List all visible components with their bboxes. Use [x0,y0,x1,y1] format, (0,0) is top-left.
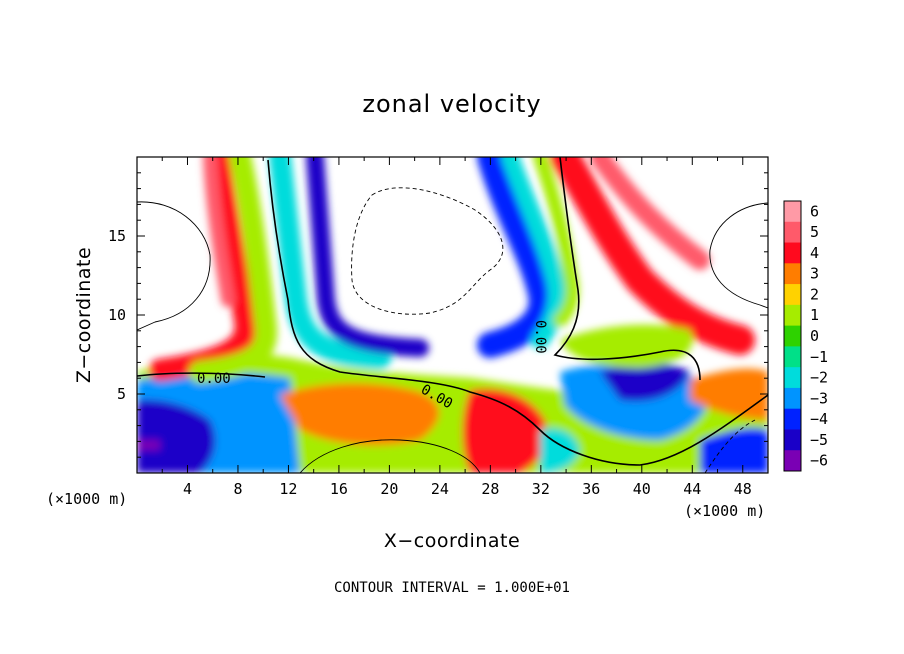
x-tick-label: 44 [683,480,701,498]
colorbar-label: 0 [810,327,819,345]
colorbar-frame [783,200,802,472]
contour-lower-mid-positive [299,439,481,473]
contour-left-positive [137,201,211,331]
colorbar-swatch [784,304,801,327]
x-tick-label: 24 [431,480,449,498]
field-lower-left-deep-cold [137,399,216,473]
x-tick-label: 20 [380,480,398,498]
contour-interval-note: CONTOUR INTERVAL = 1.000E+01 [334,580,570,596]
velocity-field-layers [137,157,768,473]
y-tick-label: 15 [108,227,126,245]
contour-label-1: 0.00 [197,371,231,387]
colorbar-swatch [784,284,801,306]
field-left-jet-cyan [269,157,391,369]
field-left-jet-edge [203,157,235,307]
field-lower-right-deep-cold [600,363,690,402]
colorbar-label: 6 [810,202,819,220]
colorbar-label: 1 [810,306,819,324]
colorbar-swatch [784,263,801,285]
x-unit-left: (×1000 m) [46,490,127,508]
colorbar-label: −6 [810,452,828,470]
x-tick-label: 36 [582,480,600,498]
colorbar-swatch [784,387,801,410]
field-lower-left-purple [137,440,160,450]
colorbar-swatch [784,242,801,264]
x-tick-label: 48 [734,480,752,498]
contour-lines [137,157,768,473]
contour-upper-negative [351,187,504,315]
field-right-mid-neutral [560,324,693,368]
field-right-jet-pink [590,157,710,270]
x-axis-label: X−coordinate [384,530,520,552]
field-right-jet-hot [550,157,755,355]
contour-zero-main [267,159,768,466]
colorbar-label: −3 [810,389,828,407]
colorbar-label: −2 [810,369,828,387]
field-lower-mid-warm [280,383,439,446]
colorbar-label: 3 [810,265,819,283]
x-axis: 4 8 12 16 20 24 28 32 36 40 44 48 [161,157,752,498]
y-tick-label: 5 [117,385,126,403]
colorbar-label: −1 [810,348,828,366]
field-left-jet-neutral [189,157,278,383]
x-tick-label: 28 [481,480,499,498]
colorbar-swatch [784,325,801,347]
field-left-jet-deep-cold [306,157,429,357]
field-center-jet-neutral [533,157,579,327]
colorbar-swatch [784,429,801,451]
x-unit-right: (×1000 m) [684,502,765,520]
colorbar: 6 5 4 3 2 1 0 −1 −2 −3 −4 −5 −6 [783,200,828,472]
x-tick-label: 40 [633,480,651,498]
contour-zero-left [137,372,266,378]
contour-lower-right-negative [704,419,756,473]
colorbar-swatch [784,367,801,389]
y-tick-label: 10 [108,306,126,324]
colorbar-swatch [784,408,801,430]
field-lower-mid-hot [462,388,547,473]
x-tick-label: 4 [183,480,192,498]
x-tick-label: 12 [279,480,297,498]
colorbar-label: −5 [810,431,828,449]
velocity-field [137,157,768,473]
contour-zero-right [553,157,701,381]
colorbar-swatch [784,201,801,223]
colorbar-swatch [784,346,801,368]
field-right-warm [690,368,768,420]
colorbar-label: 2 [810,285,819,303]
field-center-jet-cyan [501,157,566,349]
contour-right-positive [709,202,768,309]
colorbar-label: −4 [810,410,828,428]
x-tick-label: 8 [233,480,242,498]
x-tick-label: 32 [532,480,550,498]
colorbar-swatch [784,221,801,244]
field-center-jet-cold [477,157,555,358]
colorbar-label: 5 [810,223,819,241]
y-axis: 5 10 15 [108,172,768,458]
colorbar-label: 4 [810,244,819,262]
field-lower-right-edge [700,428,768,473]
contour-label-3: 0.00 [532,320,548,354]
y-axis-label: Z−coordinate [73,247,95,383]
chart-title: zonal velocity [362,90,541,118]
field-left-jet-hot [149,157,257,381]
colorbar-swatch [784,450,801,472]
x-tick-label: 16 [330,480,348,498]
